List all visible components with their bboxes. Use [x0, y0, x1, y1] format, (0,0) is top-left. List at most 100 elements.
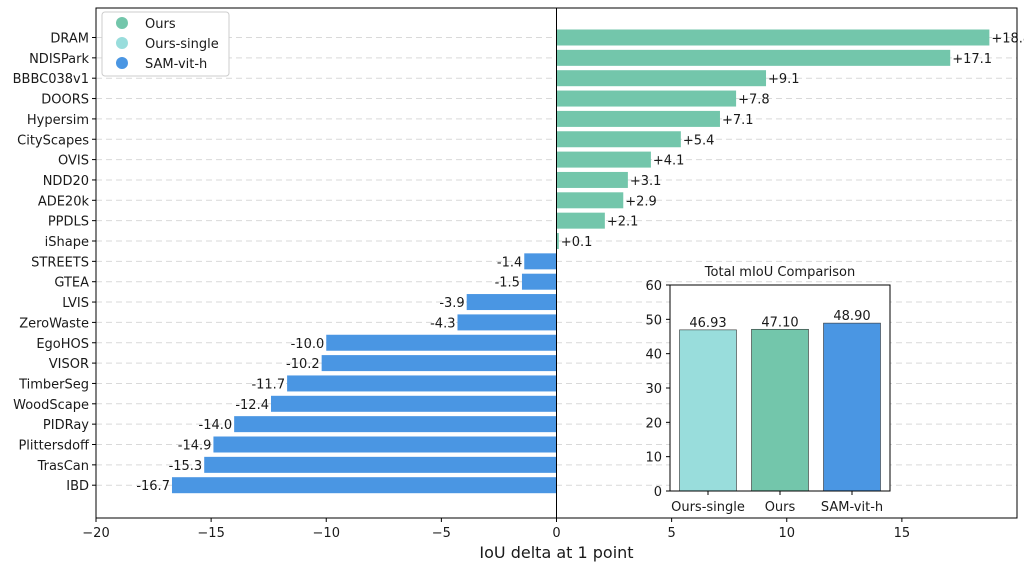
x-tick-label: −5: [432, 526, 451, 541]
inset-x-ticks: Ours-single Ours SAM-vit-h: [671, 491, 883, 515]
inset-y-tick-label: 0: [654, 485, 662, 500]
category-label: STREETS: [31, 255, 89, 270]
value-label: +2.9: [625, 194, 657, 209]
bar-bbbc038v1: [556, 70, 767, 87]
bar-ibd: [171, 477, 557, 494]
bar-egohos: [326, 334, 557, 351]
inset-bar-sam-vit-h: [823, 322, 881, 492]
value-label: -10.0: [291, 337, 325, 352]
value-label: +7.1: [722, 113, 754, 128]
bar-timberseg: [287, 375, 557, 392]
bar-visor: [321, 355, 557, 372]
legend-marker: [116, 57, 128, 69]
category-label: ZeroWaste: [19, 316, 89, 331]
bar-ndd20: [556, 171, 628, 188]
category-label: DRAM: [50, 32, 89, 47]
inset-category-label: Ours: [765, 500, 796, 515]
bar-plittersdoff: [213, 436, 557, 453]
value-label: -3.9: [439, 296, 464, 311]
category-label: DOORS: [41, 93, 89, 108]
inset-y-ticks: 0 10 20 30 40 50 60: [645, 279, 670, 500]
inset-value-label: 48.90: [833, 309, 870, 324]
bar-lvis: [466, 294, 557, 311]
value-label: -16.7: [136, 479, 170, 494]
x-tick-label: −15: [197, 526, 224, 541]
category-label: NDD20: [43, 174, 89, 189]
value-label: +5.4: [683, 133, 715, 148]
inset-category-label: Ours-single: [671, 500, 745, 515]
value-label: +2.1: [607, 215, 639, 230]
inset-category-label: SAM-vit-h: [821, 500, 883, 515]
x-tick-label: 5: [667, 526, 675, 541]
bar-hypersim: [556, 110, 720, 127]
bar-ndispark: [556, 49, 951, 66]
value-label: +4.1: [653, 154, 685, 169]
main-chart: +18.8 +17.1 +9.1 +7.8 +7.1 +5.4 +4.1 +3.1 +2.9 +2…: [13, 7, 1024, 562]
category-label: WoodScape: [13, 398, 89, 413]
inset-chart: 46.93 47.10 48.90 0 10 20 30 40 50 60 Ours-singl…: [645, 265, 891, 515]
inset-y-tick-label: 50: [645, 313, 662, 328]
category-label: IBD: [66, 479, 89, 494]
bar-ade20k: [556, 192, 624, 209]
category-label: TimberSeg: [18, 377, 89, 392]
category-label: CityScapes: [17, 133, 89, 148]
main-x-axis-label: IoU delta at 1 point: [479, 543, 633, 562]
legend-label: SAM-vit-h: [145, 57, 207, 72]
category-label: TrasCan: [37, 459, 89, 474]
x-tick-label: −20: [82, 526, 109, 541]
inset-bar-ours: [751, 328, 809, 492]
category-label: PPDLS: [48, 215, 89, 230]
inset-y-tick-label: 10: [645, 451, 662, 466]
value-label: -12.4: [235, 398, 269, 413]
value-label: +0.1: [561, 235, 593, 250]
bar-dram: [556, 29, 990, 46]
bar-gtea: [521, 273, 557, 290]
inset-y-tick-label: 30: [645, 382, 662, 397]
legend-box: [101, 11, 230, 77]
legend-label: Ours-single: [145, 37, 219, 52]
inset-axes-frame: [669, 284, 891, 492]
x-tick-label: 0: [552, 526, 560, 541]
main-value-labels: +18.8 +17.1 +9.1 +7.8 +7.1 +5.4 +4.1 +3.1 +2.9 +2…: [136, 32, 1024, 495]
inset-y-tick-label: 60: [645, 279, 662, 294]
legend-marker: [116, 37, 128, 49]
category-label: Hypersim: [27, 113, 89, 128]
inset-value-label: 47.10: [761, 315, 798, 330]
value-label: +17.1: [952, 52, 992, 67]
legend-label: Ours: [145, 17, 176, 32]
inset-bars: [679, 322, 881, 492]
bar-cityscapes: [556, 131, 681, 148]
inset-title: Total mIoU Comparison: [704, 265, 855, 280]
main-bars: [171, 29, 990, 494]
category-label: EgoHOS: [36, 337, 89, 352]
value-label: +18.8: [991, 32, 1024, 47]
value-label: -4.3: [430, 316, 455, 331]
bar-ovis: [556, 151, 651, 168]
x-tick-label: 10: [778, 526, 795, 541]
main-x-ticks: −20 −15 −10 −5 0 5 10 15: [82, 518, 910, 541]
legend: Ours Ours-single SAM-vit-h: [101, 11, 230, 77]
inset-value-labels: 46.93 47.10 48.90: [689, 309, 870, 331]
bar-trascan: [204, 456, 557, 473]
category-label: BBBC038v1: [13, 72, 89, 87]
bar-doors: [556, 90, 737, 107]
value-label: -15.3: [169, 459, 203, 474]
category-label: NDISPark: [29, 52, 89, 67]
category-label: PIDRay: [43, 418, 89, 433]
value-label: +9.1: [768, 72, 800, 87]
inset-y-tick-label: 40: [645, 348, 662, 363]
value-label: +3.1: [630, 174, 662, 189]
value-label: -1.4: [497, 255, 522, 270]
category-label: GTEA: [54, 276, 89, 291]
value-label: -1.5: [495, 276, 520, 291]
bar-woodscape: [270, 395, 557, 412]
bar-streets: [524, 253, 557, 270]
category-label: ADE20k: [38, 194, 90, 209]
bar-ishape: [556, 233, 559, 249]
category-label: VISOR: [49, 357, 89, 372]
value-label: -14.0: [199, 418, 233, 433]
legend-marker: [116, 17, 128, 29]
category-label: Plittersdoff: [18, 439, 90, 454]
value-label: -10.2: [286, 357, 320, 372]
